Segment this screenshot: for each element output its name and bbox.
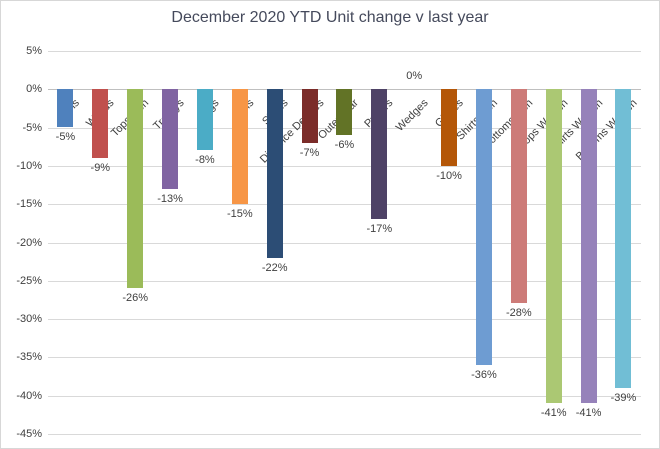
category-slot: Tops Men-26% <box>109 1 153 448</box>
y-tick-label: 0% <box>26 83 42 95</box>
bar <box>336 89 353 135</box>
bar-value-label: -5% <box>55 131 76 143</box>
category-slot: Shirts Women -41% <box>548 1 606 448</box>
chart-title: December 2020 YTD Unit change v last yea… <box>171 9 489 26</box>
bar-value-label: -22% <box>261 262 288 274</box>
bar-value-label: -15% <box>226 208 253 220</box>
bar <box>580 89 597 403</box>
category-slot: Gloves-10% <box>432 1 467 448</box>
plot-area: Irons-5%Woods-9%Tops Men-26%Trolleys-13%… <box>48 1 641 448</box>
bar-value-label: -9% <box>90 162 111 174</box>
bar-value-label: -8% <box>195 154 215 166</box>
category-slot: Trolleys-13% <box>151 1 188 448</box>
bar <box>196 89 213 150</box>
gridline <box>48 204 641 205</box>
y-tick-label: -15% <box>16 198 42 210</box>
y-tick-label: -25% <box>16 275 42 287</box>
bar <box>57 89 74 127</box>
bar-value-label: -41% <box>540 407 567 419</box>
bar-value-label: -13% <box>157 193 183 205</box>
category-slot: Bags-8% <box>188 1 223 448</box>
category-slot: Bottoms Women -39% <box>574 1 641 448</box>
bar <box>510 89 527 303</box>
gridline <box>48 281 641 282</box>
gridline <box>48 243 641 244</box>
y-tick-label: -30% <box>16 313 42 325</box>
bar-value-label: -36% <box>471 369 497 381</box>
y-tick-label: -45% <box>16 428 42 440</box>
category-slot: Putters-17% <box>362 1 397 448</box>
bar <box>92 89 109 158</box>
gridline <box>48 357 641 358</box>
bar <box>127 89 144 288</box>
y-tick-label: 5% <box>26 45 42 57</box>
gridline <box>48 434 641 435</box>
category-slot: Balls-15% <box>222 1 257 448</box>
category-slot: Tops Women -41% <box>516 1 571 448</box>
bar <box>162 89 179 189</box>
bar <box>266 89 283 258</box>
gridline <box>48 396 641 397</box>
y-tick-label: -35% <box>16 351 42 363</box>
y-tick-label: -20% <box>16 237 42 249</box>
bar-value-label: -7% <box>299 147 320 159</box>
bar <box>615 89 632 388</box>
bar-value-label: -41% <box>575 407 602 419</box>
category-slot: Shirts Men-36% <box>455 1 502 448</box>
bar <box>545 89 562 403</box>
category-slot: Outerwear-6% <box>316 1 362 448</box>
category-label-anchor: Wedges <box>382 93 431 134</box>
category-slot: Woods-9% <box>83 1 118 448</box>
y-tick-label: -5% <box>22 122 42 134</box>
category-slot: Irons-5% <box>48 1 83 448</box>
gridline <box>48 319 641 320</box>
bar-value-label: -28% <box>505 307 532 319</box>
category-slot: Distance Devices -7% <box>257 1 327 448</box>
gridline <box>48 51 641 52</box>
bar <box>231 89 248 204</box>
bar-value-label: 0% <box>406 70 423 82</box>
category-slot: Wedges 0% <box>394 1 432 448</box>
y-tick-label: -40% <box>16 390 42 402</box>
category-slot: Bottoms Men -28% <box>481 1 536 448</box>
bar-value-label: -26% <box>122 292 149 304</box>
bar-value-label: -10% <box>436 170 462 182</box>
gridline <box>48 166 641 167</box>
bar <box>371 89 388 219</box>
bar-value-label: -39% <box>610 392 637 404</box>
category-slot: Shoes-22% <box>257 1 292 448</box>
y-tick-label: -10% <box>16 160 42 172</box>
bar <box>475 89 492 365</box>
bar <box>441 89 458 166</box>
bar-value-label: -17% <box>366 223 393 235</box>
bar <box>301 89 318 143</box>
bar-value-label: -6% <box>334 139 355 151</box>
